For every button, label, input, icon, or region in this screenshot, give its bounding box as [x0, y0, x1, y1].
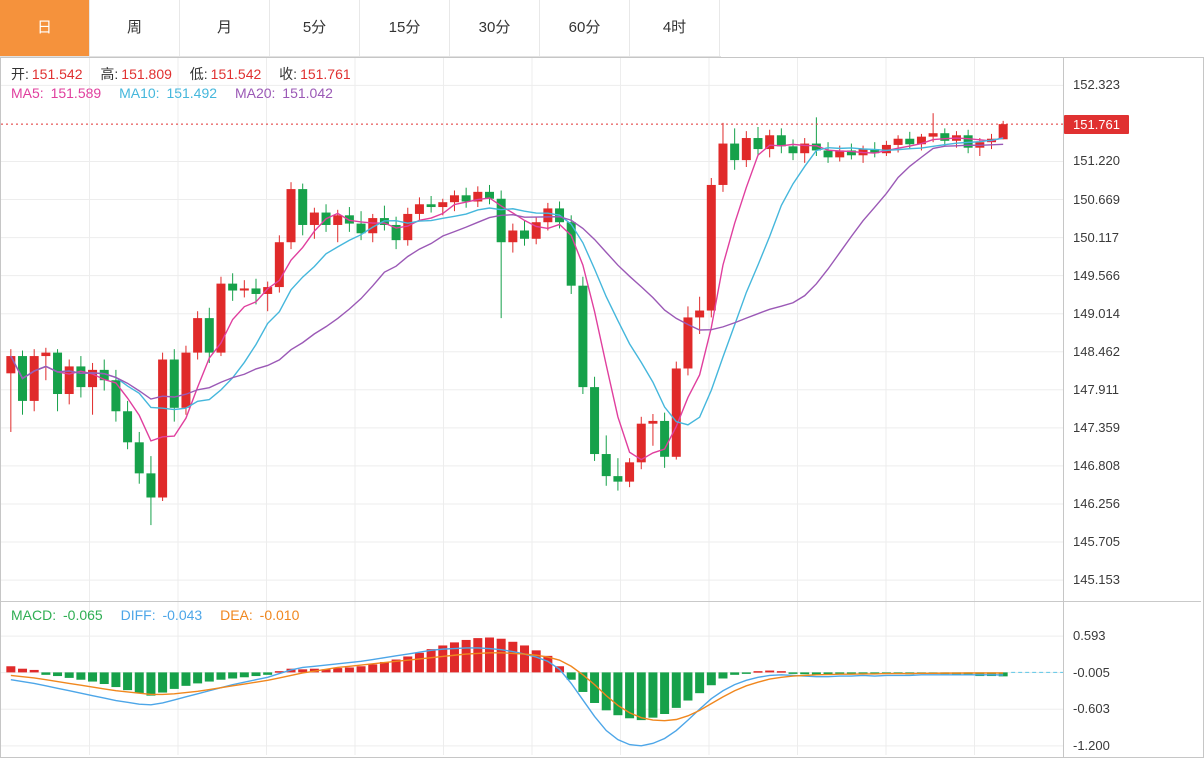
high-label: 高: [100, 66, 119, 82]
ma10-value: 151.492 [166, 85, 218, 101]
ma-legend: MA5: 151.589 MA10: 151.492 MA20: 151.042 [11, 85, 347, 101]
tab-15min[interactable]: 15分 [360, 0, 450, 56]
ma5-value: 151.589 [50, 85, 102, 101]
dea-label: DEA: [220, 607, 257, 623]
macd-legend: MACD: -0.065 DIFF: -0.043 DEA: -0.010 [11, 607, 313, 623]
timeframe-toolbar: 日 周 月 5分 15分 30分 60分 4时 [0, 0, 721, 57]
price-axis-label: 147.911 [1073, 381, 1120, 397]
low-label: 低: [189, 66, 208, 82]
macd-axis-label: 0.593 [1073, 628, 1106, 644]
tab-month[interactable]: 月 [180, 0, 270, 56]
close-value: 151.761 [300, 66, 351, 82]
price-axis-label: 145.153 [1073, 572, 1120, 588]
price-axis-label: 146.256 [1073, 495, 1120, 511]
price-axis-label: 145.705 [1073, 534, 1120, 549]
macd-chart-canvas[interactable] [1, 602, 1063, 755]
price-axis: 152.323 151.220 150.669 150.117 149.566 149.0… [1, 58, 1203, 757]
ma5-label: MA5: [11, 85, 48, 101]
close-label: 收: [279, 66, 298, 82]
ma20-value: 151.042 [282, 85, 333, 101]
price-axis-label: 149.566 [1073, 267, 1120, 283]
price-axis-label: 150.117 [1073, 229, 1120, 245]
macd-axis-label: -1.200 [1073, 737, 1110, 753]
macd-axis-label: -0.603 [1073, 701, 1110, 717]
panel-divider [1, 601, 1201, 602]
tab-30min[interactable]: 30分 [450, 0, 540, 56]
price-axis-label: 150.669 [1073, 191, 1120, 207]
chart-region: 开: 151.542 高: 151.809 低: 151.542 收: 151.761 … [0, 57, 1204, 758]
tab-week[interactable]: 周 [90, 0, 180, 56]
diff-value: -0.043 [162, 607, 203, 623]
price-axis-label: 149.014 [1073, 305, 1120, 321]
price-axis-label: 146.808 [1073, 457, 1120, 473]
tab-5min[interactable]: 5分 [270, 0, 360, 56]
high-value: 151.809 [121, 66, 172, 82]
main-chart-canvas[interactable] [1, 58, 1063, 601]
price-axis-label: 151.220 [1073, 153, 1120, 169]
open-value: 151.542 [31, 66, 83, 82]
tab-60min[interactable]: 60分 [540, 0, 630, 56]
price-axis-label: 148.462 [1073, 343, 1120, 359]
open-label: 开: [11, 66, 29, 82]
macd-axis-label: -0.005 [1073, 664, 1110, 680]
macd-label: MACD: [11, 607, 60, 623]
ma20-label: MA20: [234, 85, 280, 101]
price-axis-label: 152.323 [1073, 77, 1120, 93]
diff-label: DIFF: [120, 607, 160, 623]
low-value: 151.542 [210, 66, 262, 82]
current-price-badge: 151.761 [1064, 115, 1129, 135]
ohlc-legend: 开: 151.542 高: 151.809 低: 151.542 收: 151.761 [11, 64, 365, 84]
tab-day[interactable]: 日 [0, 0, 90, 56]
axis-separator [1063, 58, 1064, 757]
dea-value: -0.010 [259, 607, 300, 623]
macd-value: -0.065 [63, 607, 103, 623]
price-axis-label: 147.359 [1073, 419, 1120, 435]
ma10-label: MA10: [119, 85, 164, 101]
tab-4hour[interactable]: 4时 [630, 0, 720, 56]
